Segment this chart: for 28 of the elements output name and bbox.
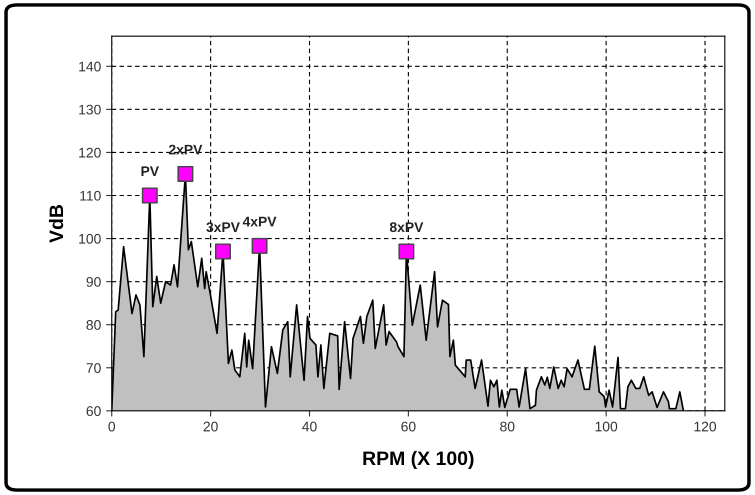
point [252,238,268,254]
x-tick-label: 100 [596,422,618,432]
y-tick-label: 60 [86,406,101,416]
y-tick-label: 80 [86,320,101,330]
x-tick-label: 20 [204,422,218,432]
y-tick-label: 130 [79,104,101,115]
y-tick-label: 120 [79,148,101,158]
x-tick-label: 40 [302,422,317,432]
annotation: 3xPV [206,222,240,232]
point [177,166,194,182]
x-tick-label: 120 [694,422,716,432]
y-axis-title: VdB [48,204,64,243]
y-tick-label: 90 [86,276,101,287]
point [398,244,414,260]
annotation: 4xPV [242,216,276,226]
annotation: 8xPV [390,222,424,232]
y-tick-label: 140 [79,62,101,72]
point [215,244,231,260]
x-tick-label: 80 [500,422,514,432]
y-tick-label: 110 [80,190,101,201]
y-tick-label: 70 [86,363,101,373]
y-tick-label: 100 [79,234,101,244]
x-tick-label: 0 [108,422,116,432]
point [142,188,158,204]
x-tick-label: 60 [401,422,416,432]
annotation: PV [141,166,159,176]
x-axis-title: RPM (X 100) [363,450,474,470]
annotation: 2xPV [168,144,202,154]
